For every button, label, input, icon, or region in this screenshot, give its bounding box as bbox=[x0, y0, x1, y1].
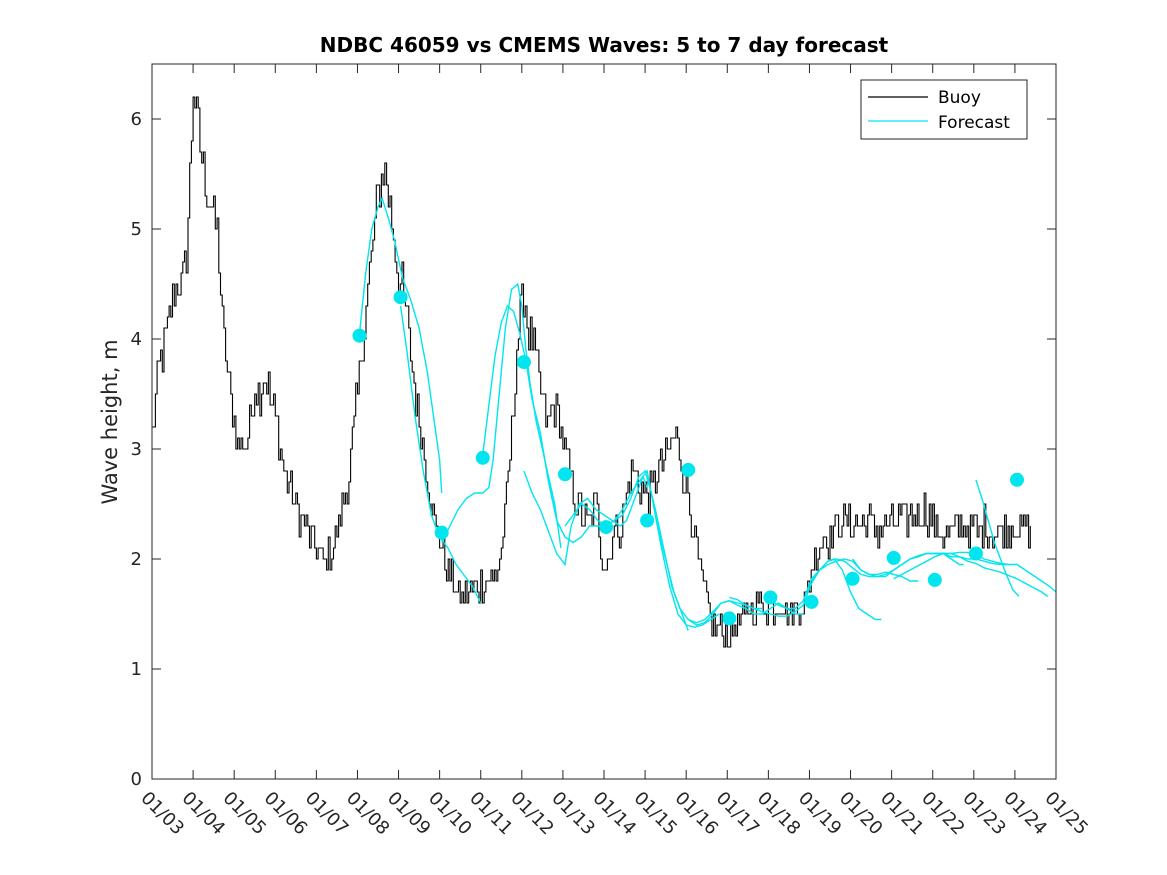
forecast-run-line-10 bbox=[770, 558, 919, 610]
legend-box bbox=[860, 79, 1028, 140]
plot-background bbox=[152, 64, 1056, 779]
y-tick-label-0: 0 bbox=[131, 769, 142, 790]
x-tick-label-14: 01/17 bbox=[712, 788, 764, 840]
y-tick-label-4: 4 bbox=[131, 329, 142, 350]
x-tick-label-22: 01/25 bbox=[1040, 788, 1092, 840]
x-tick-label-15: 01/18 bbox=[753, 788, 805, 840]
y-tick-label-3: 3 bbox=[131, 439, 142, 460]
x-tick-label-5: 01/08 bbox=[342, 788, 394, 840]
y-tick-label-6: 6 bbox=[131, 109, 142, 130]
x-tick-label-6: 01/09 bbox=[383, 788, 435, 840]
forecast-run-line-3 bbox=[482, 304, 604, 544]
forecast-run-line-0 bbox=[358, 196, 443, 494]
forecast-start-marker-5 bbox=[558, 467, 572, 482]
x-tick-label-21: 01/24 bbox=[999, 788, 1051, 840]
x-tick-label-16: 01/19 bbox=[794, 788, 846, 840]
forecast-run-line-9 bbox=[729, 558, 882, 621]
forecast-run-line-15 bbox=[975, 479, 1020, 597]
forecast-start-marker-15 bbox=[968, 546, 983, 561]
forecast-start-marker-1 bbox=[393, 290, 408, 305]
x-tick-label-10: 01/13 bbox=[547, 788, 599, 840]
y-tick-label-2: 2 bbox=[131, 549, 142, 570]
x-tick-label-19: 01/22 bbox=[917, 788, 969, 840]
forecast-start-marker-7 bbox=[640, 513, 655, 528]
forecast-start-marker-4 bbox=[516, 355, 531, 370]
x-tick-label-17: 01/20 bbox=[835, 788, 887, 840]
y-axis: 0 1 2 3 4 5 6 bbox=[131, 109, 1056, 790]
forecast-start-marker-6 bbox=[599, 520, 614, 535]
x-tick-label-11: 01/14 bbox=[588, 788, 640, 840]
x-tick-label-0: 01/03 bbox=[136, 788, 188, 840]
forecast-run-line-12 bbox=[852, 552, 1009, 578]
forecast-start-marker-2 bbox=[434, 525, 449, 540]
forecast-run-line-13 bbox=[893, 552, 1049, 597]
y-tick-label-5: 5 bbox=[131, 219, 142, 240]
legend: Buoy Forecast bbox=[860, 79, 1028, 140]
forecast-start-marker-14 bbox=[927, 572, 942, 587]
forecast-run-line-6 bbox=[605, 469, 720, 628]
x-tick-label-1: 01/04 bbox=[178, 788, 230, 840]
forecast-start-marker-13 bbox=[886, 550, 901, 565]
forecast-start-marker-16 bbox=[1010, 472, 1024, 487]
forecast-start-marker-8 bbox=[681, 462, 696, 477]
x-tick-label-12: 01/15 bbox=[630, 788, 682, 840]
plot-frame bbox=[151, 63, 1057, 780]
x-tick-label-20: 01/23 bbox=[958, 788, 1010, 840]
x-tick-label-13: 01/16 bbox=[671, 788, 723, 840]
x-tick-label-3: 01/06 bbox=[260, 788, 312, 840]
forecast-run-line-2 bbox=[441, 282, 562, 549]
y-axis-label: Wave height, m bbox=[98, 339, 122, 504]
forecast-run-line-7 bbox=[646, 476, 763, 626]
x-tick-label-8: 01/11 bbox=[465, 788, 517, 840]
x-tick-label-2: 01/05 bbox=[219, 788, 271, 840]
y-tick-label-1: 1 bbox=[131, 659, 142, 680]
chart-title: NDBC 46059 vs CMEMS Waves: 5 to 7 day fo… bbox=[320, 33, 889, 57]
forecast-run-line-4 bbox=[523, 470, 648, 567]
forecast-start-marker-9 bbox=[722, 611, 737, 626]
legend-forecast-label: Forecast bbox=[938, 113, 1010, 133]
forecast-start-marker-3 bbox=[475, 450, 490, 465]
forecast-start-marker-0 bbox=[352, 328, 367, 343]
x-tick-label-7: 01/10 bbox=[424, 788, 476, 840]
legend-buoy-label: Buoy bbox=[938, 88, 981, 108]
forecast-start-marker-11 bbox=[804, 594, 819, 609]
x-tick-label-9: 01/12 bbox=[506, 788, 558, 840]
x-tick-label-4: 01/07 bbox=[301, 788, 353, 840]
x-tick-label-18: 01/21 bbox=[876, 788, 928, 840]
forecast-start-marker-10 bbox=[763, 590, 778, 605]
forecast-start-marker-12 bbox=[845, 571, 860, 586]
buoy-series-line bbox=[152, 96, 1031, 648]
series-layer bbox=[152, 96, 1057, 648]
forecast-run-line-14 bbox=[934, 551, 1057, 593]
